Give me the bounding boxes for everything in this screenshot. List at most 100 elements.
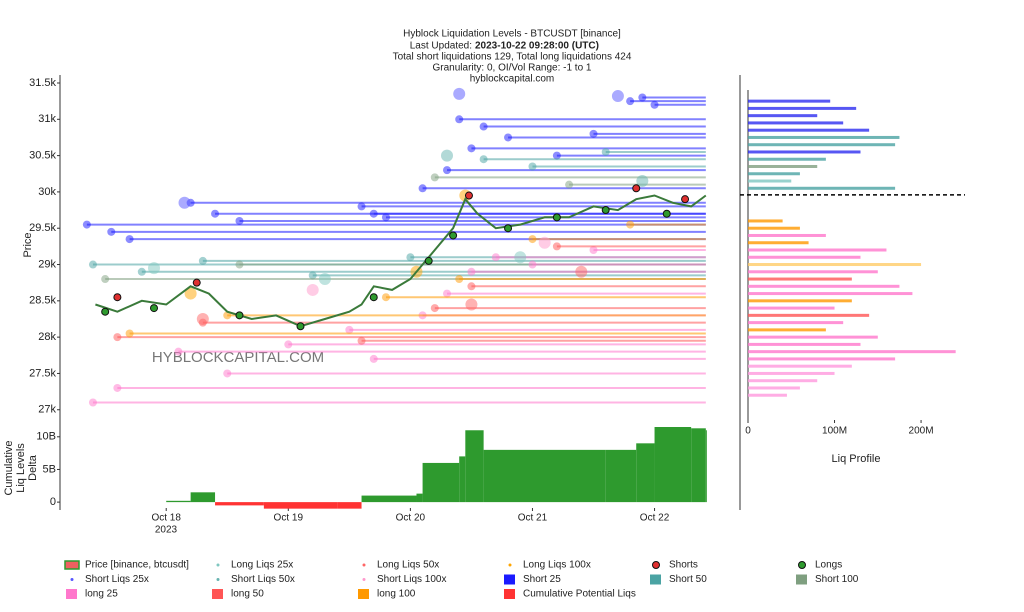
delta-tick-label: 5B [43,463,56,475]
trade-marker [601,206,610,215]
y-axis-label: Price [22,232,34,257]
liq-dot [453,87,466,100]
liq-level-start [381,293,390,302]
liq-dot [318,273,331,286]
legend-label: long 25 [85,589,118,600]
liq-level-start [82,220,91,229]
profile-bar [748,128,870,132]
liq-level-start [430,304,439,313]
profile-bar [748,114,818,118]
delta-bar [166,500,191,503]
legend-label: long 100 [377,589,416,600]
liq-level-start [369,209,378,218]
legend-label: long 50 [231,589,264,600]
delta-tick-label: 10B [36,431,56,443]
liq-level-start [369,354,378,363]
profile-bar [748,393,787,397]
x-tick-label: Oct 19 [274,513,304,524]
profile-bar [748,226,800,230]
liq-level-start [491,253,500,262]
profile-bar [748,328,826,332]
profile-bar [748,99,831,103]
legend-icon [212,589,223,599]
liq-level-start [235,260,244,269]
liq-level-start [406,253,415,262]
profile-bar [748,179,792,183]
delta-axis-label: Delta [27,454,39,481]
liq-level-start [528,235,537,244]
liq-level-start [88,260,97,269]
profile-bar [748,157,826,161]
delta-bar [337,502,362,509]
liq-level-start [455,275,464,284]
legend-icon [508,563,512,567]
liq-level-start [137,267,146,276]
profile-tick-label: 200M [909,426,934,437]
liq-dot [184,287,197,300]
liq-dot [636,175,649,188]
y-tick-label: 27.5k [29,367,56,379]
liq-level-start [467,267,476,276]
delta-bar [422,462,460,503]
liq-level-start [381,213,390,222]
watermark: HYBLOCKCAPITAL.COM [152,349,324,366]
profile-bar [748,121,844,125]
liq-level-start [467,282,476,291]
legend-label: Cumulative Potential Liqs [523,589,636,600]
legend-icon [796,574,807,585]
liq-level-start [650,100,659,109]
delta-bar [605,449,637,503]
legend-icon [216,563,220,567]
liq-level-start [565,180,574,189]
profile-bar [748,364,852,368]
trade-marker [662,209,671,218]
updated-value: 2023-10-22 09:28:00 (UTC) [475,41,599,52]
legend-icon [504,574,515,585]
liq-level-start [113,383,122,392]
price-line [95,194,707,328]
profile-bar [748,277,852,281]
trade-marker [464,191,473,200]
legend-label: Short Liqs 25x [85,574,149,585]
liq-level-start [479,155,488,164]
legend-label: Short 50 [669,574,707,585]
y-tick-label: 30.5k [29,150,56,162]
delta-bar [636,443,655,503]
profile-bar [748,342,861,346]
y-tick-label: 30k [38,186,56,198]
liq-level-start [504,133,513,142]
source: hyblockcapital.com [470,74,554,85]
delta-bar [459,456,466,503]
trade-marker [681,195,690,204]
profile-bar [748,306,835,310]
trade-marker [449,231,458,240]
profile-label: Liq Profile [832,453,881,465]
liq-level-start [357,202,366,211]
y-tick-label: 29k [38,258,56,270]
delta-axis-label: Liq Levels [15,443,27,493]
liq-level-start [601,147,610,156]
delta-tick-label: 0 [50,496,56,508]
x-tick-label: Oct 22 [640,513,670,524]
liq-level-start [589,246,598,254]
profile-bar [748,371,835,375]
liq-level-start [443,166,452,175]
settings-line: Granularity: 0, OI/Vol Range: -1 to 1 [433,63,592,74]
liq-level-start [101,275,110,284]
profile-bar [748,379,818,383]
liq-level-start [174,347,183,356]
liq-level-start [198,256,207,265]
profile-bar [748,135,900,139]
delta-bar [465,430,484,503]
y-tick-label: 29.5k [29,222,56,234]
profile-bar [748,248,887,252]
legend-label: Short Liqs 50x [231,574,295,585]
profile-bar [748,284,900,288]
legend-icon [70,578,74,581]
trade-marker [113,293,122,302]
liq-level-start [638,93,647,102]
delta-bar [654,427,692,503]
profile-bar [748,143,896,147]
liq-level-start [552,242,561,251]
trade-marker [101,307,110,316]
